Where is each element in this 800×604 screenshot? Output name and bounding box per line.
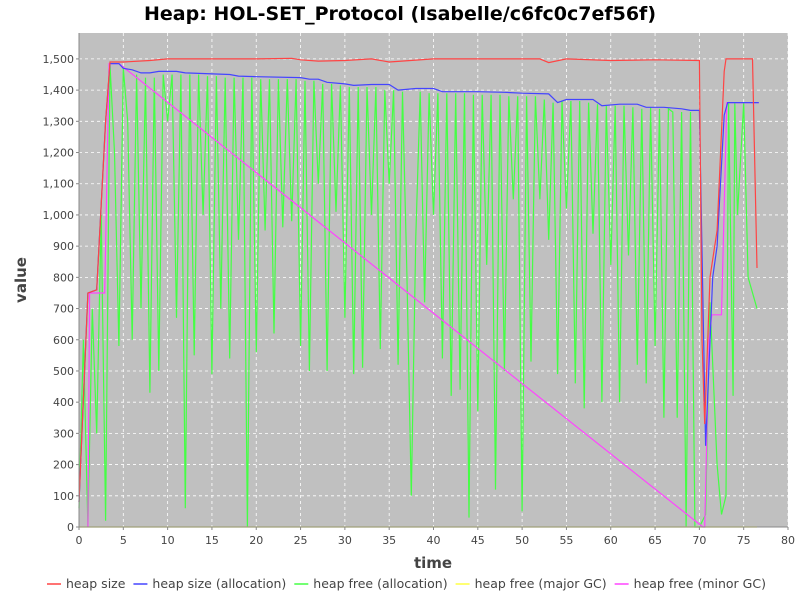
legend-item: heap size bbox=[66, 576, 126, 591]
y-tick-label: 1,200 bbox=[43, 147, 75, 160]
x-tick-label: 45 bbox=[471, 534, 485, 547]
x-tick-label: 10 bbox=[161, 534, 175, 547]
y-tick-label: 100 bbox=[53, 490, 74, 503]
chart-title: Heap: HOL-SET_Protocol (Isabelle/c6fc0c7… bbox=[144, 3, 656, 25]
y-tick-label: 500 bbox=[53, 365, 74, 378]
legend-item: heap free (major GC) bbox=[475, 576, 607, 591]
y-tick-label: 800 bbox=[53, 271, 74, 284]
x-tick-label: 60 bbox=[604, 534, 618, 547]
x-tick-label: 80 bbox=[781, 534, 795, 547]
x-tick-label: 70 bbox=[692, 534, 706, 547]
x-tick-label: 35 bbox=[382, 534, 396, 547]
y-axis-label: value bbox=[12, 257, 30, 303]
y-tick-label: 1,500 bbox=[43, 53, 75, 66]
y-tick-label: 1,400 bbox=[43, 84, 75, 97]
series-line-heap-free-allocation bbox=[78, 65, 758, 528]
legend: heap size heap size (allocation) heap free… bbox=[47, 576, 766, 591]
x-tick-label: 55 bbox=[559, 534, 573, 547]
x-tick-label: 5 bbox=[120, 534, 127, 547]
legend-item: heap size (allocation) bbox=[152, 576, 286, 591]
legend-item: heap free (allocation) bbox=[313, 576, 447, 591]
y-tick-label: 900 bbox=[53, 240, 74, 253]
series-line-heap-size-allocation bbox=[78, 62, 759, 503]
y-tick-label: 600 bbox=[53, 334, 74, 347]
x-tick-label: 75 bbox=[737, 534, 751, 547]
y-tick-label: 400 bbox=[53, 396, 74, 409]
x-tick-label: 25 bbox=[294, 534, 308, 547]
y-tick-label: 1,000 bbox=[43, 209, 75, 222]
y-tick-label: 200 bbox=[53, 459, 74, 472]
y-tick-label: 700 bbox=[53, 303, 74, 316]
series-line-heap-size bbox=[78, 57, 758, 503]
y-tick-label: 1,100 bbox=[43, 178, 75, 191]
y-tick-label: 300 bbox=[53, 427, 74, 440]
axes: 01002003004005006007008009001,0001,1001,… bbox=[43, 33, 795, 547]
x-tick-label: 15 bbox=[205, 534, 219, 547]
legend-item: heap free (minor GC) bbox=[634, 576, 766, 591]
y-tick-label: 0 bbox=[67, 521, 74, 534]
x-tick-label: 65 bbox=[648, 534, 662, 547]
y-tick-label: 1,300 bbox=[43, 115, 75, 128]
x-tick-label: 50 bbox=[515, 534, 529, 547]
x-tick-label: 40 bbox=[427, 534, 441, 547]
x-axis-label: time bbox=[414, 554, 452, 572]
x-tick-label: 0 bbox=[76, 534, 83, 547]
x-tick-label: 20 bbox=[249, 534, 263, 547]
x-tick-label: 30 bbox=[338, 534, 352, 547]
